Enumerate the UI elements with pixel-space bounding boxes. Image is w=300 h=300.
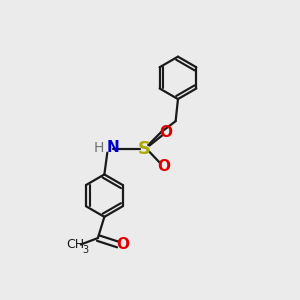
Text: O: O <box>159 125 172 140</box>
Text: S: S <box>138 140 151 158</box>
Text: N: N <box>106 140 119 155</box>
Text: H: H <box>94 141 104 155</box>
Text: 3: 3 <box>82 245 88 255</box>
Text: CH: CH <box>66 238 85 251</box>
Text: O: O <box>116 237 129 252</box>
Text: O: O <box>157 159 170 174</box>
